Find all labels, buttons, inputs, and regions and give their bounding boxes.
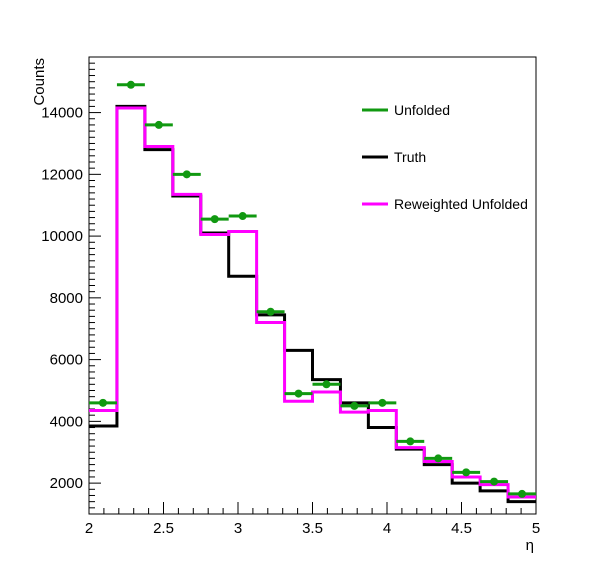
- data-marker: [462, 468, 471, 477]
- x-tick-label: 4: [383, 520, 391, 537]
- data-marker: [406, 437, 415, 446]
- x-tick-label: 3.5: [302, 520, 323, 537]
- y-axis: 2000 4000 6000 8000 10000 12000 14000: [41, 56, 101, 515]
- legend: Unfolded Truth Reweighted Unfolded: [362, 102, 528, 212]
- series-unfolded-point: [480, 477, 509, 486]
- series-unfolded-point: [256, 307, 285, 316]
- legend-label: Truth: [394, 149, 426, 165]
- data-marker: [378, 398, 387, 407]
- data-marker: [126, 80, 135, 89]
- data-marker: [266, 307, 275, 316]
- series-unfolded-point: [424, 454, 453, 463]
- y-tick-label: 12000: [41, 166, 83, 183]
- series-unfolded-point: [312, 380, 341, 389]
- legend-entry-reweighted-unfolded: Reweighted Unfolded: [362, 196, 528, 212]
- series-layer: [89, 80, 536, 504]
- data-marker: [98, 398, 107, 407]
- series-unfolded-point: [508, 489, 536, 498]
- legend-entry-unfolded: Unfolded: [362, 102, 450, 118]
- data-marker: [434, 454, 443, 463]
- y-tick-label: 8000: [50, 290, 83, 307]
- series-unfolded-point: [144, 120, 173, 129]
- y-tick-label: 4000: [50, 413, 83, 430]
- series-unfolded-point: [396, 437, 425, 446]
- series-unfolded-point: [200, 215, 229, 224]
- y-tick-label: 14000: [41, 105, 83, 122]
- data-marker: [182, 170, 191, 179]
- series-unfolded-point: [116, 80, 145, 89]
- series-unfolded-point: [89, 398, 117, 407]
- series-unfolded-point: [340, 401, 369, 410]
- series-reweighted-unfolded-line: [89, 106, 536, 499]
- x-axis: 2 2.5 3 3.5 4 4.5 5: [85, 502, 540, 537]
- series-truth-line: [89, 104, 536, 504]
- series-unfolded-point: [228, 212, 257, 221]
- data-marker: [490, 477, 499, 486]
- data-marker: [518, 489, 527, 498]
- series-unfolded-point: [172, 170, 201, 179]
- x-tick-label: 4.5: [451, 520, 472, 537]
- series-unfolded-point: [368, 398, 397, 407]
- data-marker: [350, 401, 359, 410]
- y-tick-label: 6000: [50, 352, 83, 369]
- data-marker: [210, 215, 219, 224]
- legend-entry-truth: Truth: [362, 149, 426, 165]
- x-axis-label: η: [526, 537, 534, 554]
- y-axis-label: Counts: [31, 58, 48, 106]
- y-tick-label: 2000: [50, 475, 83, 492]
- data-marker: [294, 389, 303, 398]
- x-tick-label: 3: [234, 520, 242, 537]
- data-marker: [238, 212, 247, 221]
- data-marker: [154, 120, 163, 129]
- legend-label: Reweighted Unfolded: [394, 196, 528, 212]
- x-tick-label: 2.5: [153, 520, 174, 537]
- legend-label: Unfolded: [394, 102, 450, 118]
- series-unfolded-point: [452, 468, 481, 477]
- series-unfolded-point: [284, 389, 313, 398]
- y-tick-label: 10000: [41, 228, 83, 245]
- x-tick-label: 5: [532, 520, 540, 537]
- x-tick-label: 2: [85, 520, 93, 537]
- data-marker: [322, 380, 331, 389]
